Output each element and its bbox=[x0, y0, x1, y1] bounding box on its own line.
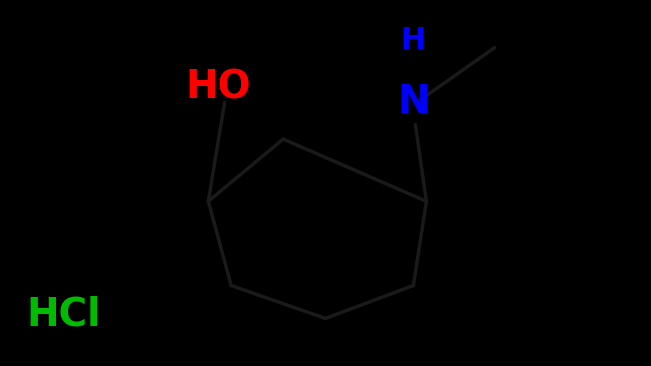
Text: N: N bbox=[397, 83, 430, 122]
Text: H: H bbox=[401, 26, 426, 55]
Text: HO: HO bbox=[186, 69, 251, 107]
Text: HCl: HCl bbox=[26, 296, 100, 334]
